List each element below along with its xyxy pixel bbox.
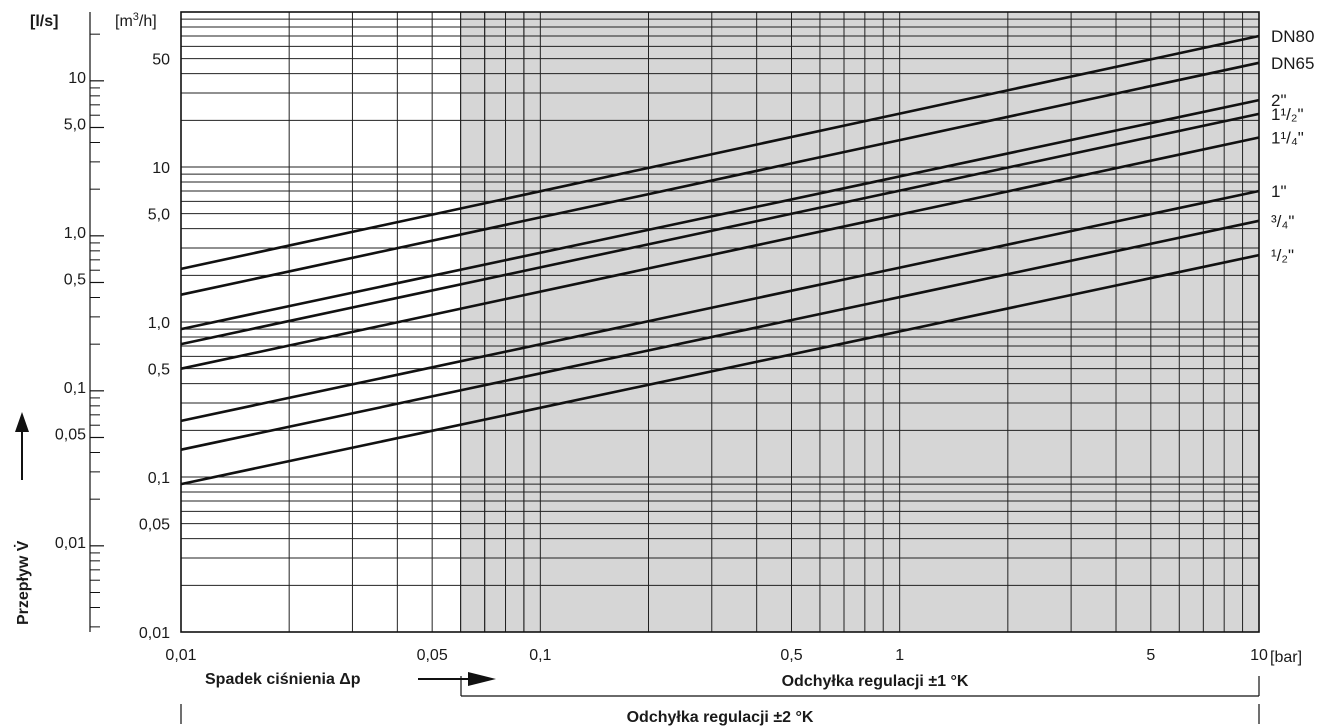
x-tick-label: 0,1 bbox=[529, 647, 551, 664]
x-tick-label: 0,01 bbox=[165, 647, 196, 664]
deviation-2-label: Odchyłka regulacji ±2 °K bbox=[627, 709, 814, 726]
m3h-tick-label: 5,0 bbox=[148, 207, 170, 224]
y-axis-arrowhead bbox=[15, 412, 29, 432]
x-axis-tick-labels: 0,01 0,05 0,1 0,5 1 5 10 bbox=[165, 647, 1268, 664]
x-tick-label: 5 bbox=[1146, 647, 1155, 664]
m3h-tick-label: 0,05 bbox=[139, 517, 170, 534]
series-label-5: 1¹/₄" bbox=[1271, 128, 1304, 147]
series-label-7: ³/₄" bbox=[1271, 212, 1294, 231]
m3h-tick-label: 10 bbox=[152, 160, 170, 177]
series-label-6: 1" bbox=[1271, 182, 1287, 201]
ls-tick-label: 0,05 bbox=[55, 426, 86, 443]
m3h-axis-tick-labels: 50 10 5,0 1,0 0,5 0,1 0,05 0,01 bbox=[139, 52, 170, 642]
m3h-unit-label: [m3/h] bbox=[115, 11, 157, 30]
series-label-8: ¹/₂" bbox=[1271, 246, 1294, 265]
ls-tick-label: 0,01 bbox=[55, 535, 86, 552]
x-axis-title: Spadek ciśnienia Δp bbox=[205, 671, 361, 688]
ls-tick-label: 0,5 bbox=[64, 271, 86, 288]
series-label-2: DN65 bbox=[1271, 54, 1314, 73]
m3h-tick-label: 0,5 bbox=[148, 362, 170, 379]
m3h-tick-label: 50 bbox=[152, 52, 170, 69]
x-tick-label: 10 bbox=[1250, 647, 1268, 664]
m3h-tick-label: 0,1 bbox=[148, 470, 170, 487]
ls-tick-label: 5,0 bbox=[64, 116, 86, 133]
deviation-1-label: Odchyłka regulacji ±1 °K bbox=[782, 673, 969, 690]
x-tick-label: 0,5 bbox=[780, 647, 802, 664]
ls-tick-label: 10 bbox=[68, 70, 86, 87]
ls-tick-label: 1,0 bbox=[64, 225, 86, 242]
ls-axis-minor-ticks bbox=[90, 34, 100, 627]
series-label-1: DN80 bbox=[1271, 27, 1314, 46]
ls-unit-label: [l/s] bbox=[30, 13, 58, 30]
x-axis-arrowhead bbox=[468, 672, 496, 686]
y-axis-title: Przepływ V̇ bbox=[14, 540, 32, 625]
m3h-tick-label: 0,01 bbox=[139, 625, 170, 642]
m3h-tick-label: 1,0 bbox=[148, 315, 170, 332]
series-label-4: 1¹/₂" bbox=[1271, 105, 1303, 124]
ls-tick-label: 0,1 bbox=[64, 380, 86, 397]
x-unit-label: [bar] bbox=[1270, 649, 1302, 666]
x-tick-label: 0,05 bbox=[417, 647, 448, 664]
x-tick-label: 1 bbox=[895, 647, 904, 664]
